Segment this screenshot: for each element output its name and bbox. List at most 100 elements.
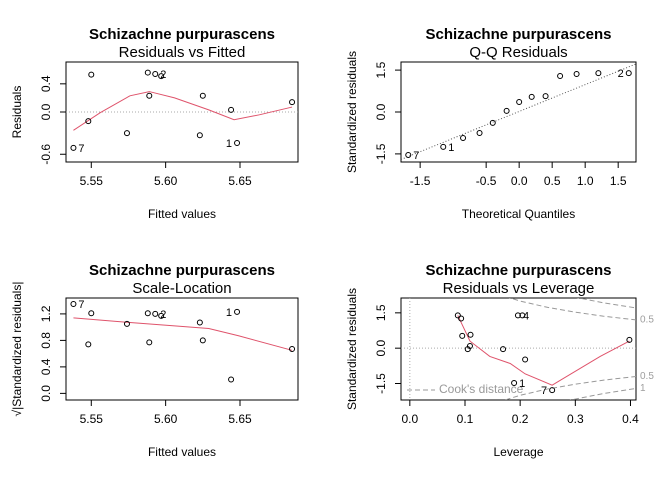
point [503, 107, 510, 114]
x-tick-label: 0.0 [401, 412, 418, 426]
y-axis-label: Residuals [10, 86, 24, 139]
point [146, 92, 153, 99]
point [123, 130, 130, 137]
point [88, 71, 95, 78]
point [289, 346, 296, 352]
point [454, 312, 461, 319]
point [289, 99, 296, 106]
point [557, 72, 564, 79]
point [70, 300, 77, 307]
point [144, 69, 151, 76]
x-tick-label: 1.5 [610, 174, 627, 188]
x-tick-label: 5.60 [154, 174, 178, 188]
point [440, 143, 447, 150]
point [199, 337, 206, 344]
point [573, 71, 580, 78]
point [549, 387, 556, 394]
point [626, 336, 633, 343]
point [152, 70, 159, 77]
point [158, 73, 165, 80]
chart-subtitle: Residuals vs Leverage [443, 280, 595, 297]
point [476, 129, 483, 136]
y-tick-label: 0.0 [374, 103, 388, 120]
y-axis-label: Standardized residuals [345, 51, 359, 173]
point [228, 106, 235, 113]
point-label: 1 [519, 378, 525, 390]
plot-area [73, 317, 293, 351]
smooth-line [457, 315, 630, 386]
point [464, 346, 471, 353]
y-tick-label: -0.6 [39, 144, 53, 165]
point [467, 331, 474, 338]
y-tick-label: -1.5 [374, 373, 388, 394]
point [500, 346, 507, 353]
x-tick-label: 5.60 [154, 412, 178, 426]
point [522, 356, 529, 363]
point [196, 319, 203, 326]
chart-title: Schizachne purpurascens [426, 262, 612, 279]
x-tick-label: 5.65 [228, 174, 252, 188]
y-tick-label: 1.2 [39, 305, 53, 322]
point [146, 339, 153, 346]
chart-subtitle: Residuals vs Fitted [119, 44, 246, 61]
point [489, 119, 496, 126]
x-tick-label: -1.5 [410, 174, 431, 188]
point [196, 132, 203, 139]
point [85, 341, 92, 348]
x-axis-label: Leverage [493, 445, 543, 459]
point [234, 308, 241, 315]
plot-area [401, 298, 636, 400]
y-tick-label: 0.4 [39, 358, 53, 375]
cook-line [576, 298, 636, 309]
chart-title: Schizachne purpurascens [426, 26, 612, 43]
y-tick-label: 0.4 [39, 75, 53, 92]
y-tick-label: 1.5 [374, 61, 388, 78]
point [459, 332, 466, 339]
y-tick-label: 0.0 [374, 340, 388, 357]
point-label: 1 [226, 307, 232, 319]
x-tick-label: 0.4 [622, 412, 639, 426]
x-tick-label: -0.5 [476, 174, 497, 188]
point-label: 2 [618, 68, 624, 80]
point [123, 320, 130, 327]
x-axis-label: Theoretical Quantiles [462, 207, 575, 221]
x-axis-label: Fitted values [148, 207, 216, 221]
y-axis-label: √|Standardized residuals| [10, 282, 24, 417]
point [625, 70, 632, 77]
smooth-line [73, 317, 293, 351]
point [511, 380, 518, 387]
point-label: 4 [523, 310, 529, 322]
point [144, 310, 151, 317]
x-tick-label: 0.1 [457, 412, 474, 426]
point-label: 7 [78, 143, 84, 155]
x-tick-label: 0.5 [544, 174, 561, 188]
cook-line [569, 387, 636, 400]
x-tick-label: 0.0 [511, 174, 528, 188]
point [516, 98, 523, 105]
y-tick-label: -1.5 [374, 143, 388, 164]
x-tick-label: 5.65 [228, 412, 252, 426]
y-tick-label: 0.8 [39, 332, 53, 349]
point [234, 139, 241, 146]
point-label: 7 [413, 150, 419, 162]
point [514, 312, 521, 319]
point [199, 92, 206, 99]
x-tick-label: 1.0 [577, 174, 594, 188]
point-label: 1 [226, 138, 232, 150]
cook-label: 0.5 [640, 315, 654, 326]
cook-label: 1 [640, 383, 646, 394]
plot-area [400, 63, 637, 160]
point [405, 152, 412, 159]
x-tick-label: 5.55 [80, 174, 104, 188]
x-tick-label: 0.3 [567, 412, 584, 426]
chart-subtitle: Scale-Location [132, 280, 231, 297]
point [460, 134, 467, 141]
cook-line [503, 375, 636, 400]
point [542, 93, 549, 100]
chart-title: Schizachne purpurascens [89, 26, 275, 43]
